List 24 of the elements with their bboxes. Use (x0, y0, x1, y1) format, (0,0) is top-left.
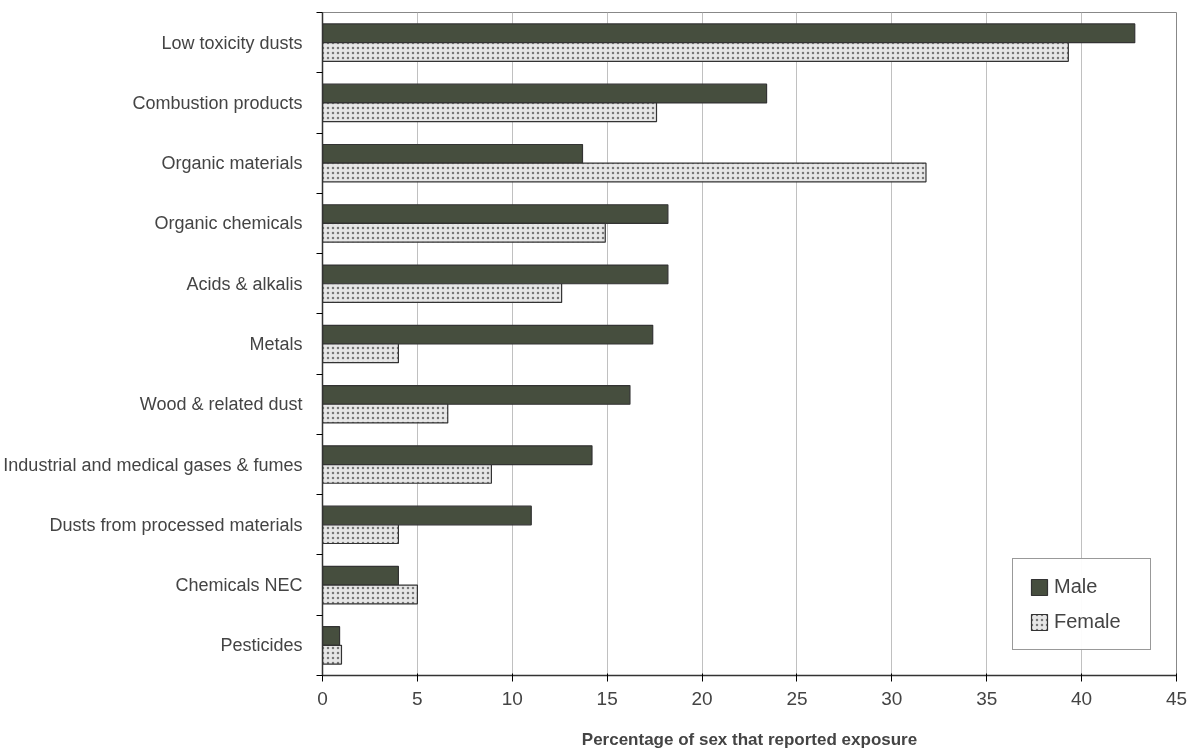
x-tick-label: 45 (1165, 687, 1188, 709)
x-tick-label: 15 (596, 687, 618, 709)
y-tick-label: Organic materials (161, 153, 303, 174)
y-tick-label: Wood & related dust (139, 394, 303, 415)
legend-label: Female (1054, 610, 1122, 633)
x-tick-label: 30 (881, 687, 903, 709)
x-tick-label: 5 (412, 687, 423, 709)
y-tick-label: Industrial and medical gases & fumes (3, 454, 303, 475)
legend-label: Male (1054, 575, 1099, 598)
y-tick-label: Dusts from processed materials (49, 514, 303, 535)
x-tick-label: 0 (317, 687, 328, 709)
x-tick-label: 10 (501, 687, 523, 709)
y-tick-label: Combustion products (132, 92, 303, 113)
y-tick-label: Low toxicity dusts (161, 32, 303, 53)
y-tick-label: Acids & alkalis (186, 273, 303, 294)
x-tick-label: 25 (786, 687, 808, 709)
y-tick-label: Chemicals NEC (175, 575, 303, 596)
x-tick-label: 20 (691, 687, 713, 709)
y-tick-label: Pesticides (220, 635, 303, 656)
x-tick-label: 35 (976, 687, 998, 709)
x-tick-label: 40 (1071, 687, 1093, 709)
x-axis-title: Percentage of sex that reported exposure (581, 729, 918, 749)
y-tick-label: Organic chemicals (154, 213, 303, 234)
y-tick-label: Metals (249, 334, 303, 354)
